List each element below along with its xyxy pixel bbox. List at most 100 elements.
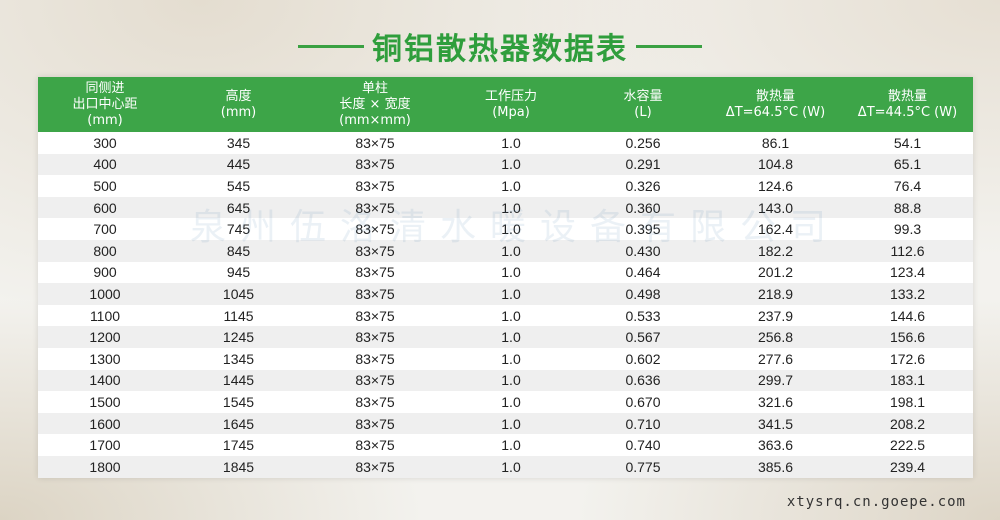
table-cell: 1045	[172, 283, 305, 305]
table-cell: 172.6	[842, 347, 973, 370]
column-header-1: 高度 (mm)	[172, 77, 305, 132]
table-row: 1800 1845 83×75 1.0 0.775 385.6 239.4	[38, 455, 973, 478]
table-cell: 83×75	[305, 261, 445, 284]
table-cell: 239.4	[842, 455, 973, 478]
table-cell: 1.0	[445, 412, 577, 435]
table-cell: 700	[38, 218, 172, 240]
column-header-line: 长度 × 宽度	[339, 96, 411, 112]
table-cell: 124.6	[709, 175, 842, 197]
table-cell: 0.256	[577, 132, 709, 154]
table-cell: 112.6	[842, 239, 973, 262]
table-cell: 1145	[172, 304, 305, 327]
table-cell: 1.0	[445, 175, 577, 197]
column-header-line: 散热量	[755, 88, 795, 104]
table-cell: 83×75	[305, 239, 445, 262]
column-header-3: 工作压力 (Mpa)	[445, 77, 577, 132]
table-row: 1300 1345 83×75 1.0 0.602 277.6 172.6	[38, 347, 973, 370]
table-cell: 0.395	[577, 218, 709, 240]
table-row: 1600 1645 83×75 1.0 0.710 341.5 208.2	[38, 412, 973, 435]
table-cell: 1500	[38, 391, 172, 413]
table-cell: 299.7	[709, 369, 842, 392]
table-cell: 1.0	[445, 304, 577, 327]
table-body: 300 345 83×75 1.0 0.256 86.1 54.1 400 445 83×75 1.…	[38, 132, 973, 478]
table-cell: 54.1	[842, 132, 973, 154]
table-cell: 237.9	[709, 304, 842, 327]
table-cell: 222.5	[842, 434, 973, 456]
table-cell: 1645	[172, 412, 305, 435]
table-cell: 123.4	[842, 261, 973, 284]
table-cell: 1.0	[445, 239, 577, 262]
table-cell: 1.0	[445, 369, 577, 392]
table-cell: 445	[172, 153, 305, 176]
table-row: 1700 1745 83×75 1.0 0.740 363.6 222.5	[38, 434, 973, 456]
table-cell: 385.6	[709, 455, 842, 478]
table-row: 1500 1545 83×75 1.0 0.670 321.6 198.1	[38, 391, 973, 413]
column-header-line: (mm)	[220, 104, 257, 120]
table-cell: 83×75	[305, 304, 445, 327]
table-cell: 0.740	[577, 434, 709, 456]
table-cell: 99.3	[842, 218, 973, 240]
table-cell: 1445	[172, 369, 305, 392]
table-row: 500 545 83×75 1.0 0.326 124.6 76.4	[38, 175, 973, 197]
table-cell: 83×75	[305, 412, 445, 435]
table-cell: 83×75	[305, 434, 445, 456]
table-cell: 198.1	[842, 391, 973, 413]
table-cell: 76.4	[842, 175, 973, 197]
table-cell: 1.0	[445, 153, 577, 176]
column-header-line: 出口中心距	[72, 96, 138, 112]
title-bar: 铜铝散热器数据表	[0, 24, 1000, 68]
table-cell: 0.464	[577, 261, 709, 284]
table-row: 400 445 83×75 1.0 0.291 104.8 65.1	[38, 153, 973, 176]
table-cell: 500	[38, 175, 172, 197]
table-cell: 83×75	[305, 153, 445, 176]
table-cell: 0.326	[577, 175, 709, 197]
table-cell: 65.1	[842, 153, 973, 176]
table-cell: 1.0	[445, 283, 577, 305]
table-cell: 363.6	[709, 434, 842, 456]
column-header-line: 水容量	[623, 88, 663, 104]
table-cell: 143.0	[709, 196, 842, 219]
table-row: 800 845 83×75 1.0 0.430 182.2 112.6	[38, 239, 973, 262]
column-header-0: 同侧进 出口中心距 (mm)	[38, 77, 172, 132]
column-header-2: 单柱 长度 × 宽度 (mm×mm)	[305, 77, 445, 132]
table-cell: 208.2	[842, 412, 973, 435]
table-cell: 645	[172, 196, 305, 219]
table-cell: 1.0	[445, 434, 577, 456]
table-cell: 0.775	[577, 455, 709, 478]
column-header-line: (mm)	[87, 112, 123, 128]
table-row: 1400 1445 83×75 1.0 0.636 299.7 183.1	[38, 369, 973, 392]
table-header-row: 同侧进 出口中心距 (mm) 高度 (mm) 单柱 长度 × 宽度 (mm×mm) 工作压力 (M…	[38, 77, 973, 132]
table-cell: 345	[172, 132, 305, 154]
table-cell: 133.2	[842, 283, 973, 305]
table-cell: 745	[172, 218, 305, 240]
table-cell: 1.0	[445, 347, 577, 370]
table-cell: 256.8	[709, 326, 842, 348]
table-cell: 1.0	[445, 326, 577, 348]
column-header-line: 同侧进	[85, 80, 125, 96]
table-row: 1000 1045 83×75 1.0 0.498 218.9 133.2	[38, 283, 973, 305]
table-cell: 83×75	[305, 196, 445, 219]
table-cell: 1345	[172, 347, 305, 370]
page-title: 铜铝散热器数据表	[372, 32, 628, 67]
table-row: 600 645 83×75 1.0 0.360 143.0 88.8	[38, 196, 973, 219]
table-cell: 1745	[172, 434, 305, 456]
table-cell: 86.1	[709, 132, 842, 154]
table-cell: 88.8	[842, 196, 973, 219]
table-cell: 0.710	[577, 412, 709, 435]
table-cell: 277.6	[709, 347, 842, 370]
table-cell: 321.6	[709, 391, 842, 413]
table-cell: 1400	[38, 369, 172, 392]
table-cell: 183.1	[842, 369, 973, 392]
column-header-line: 散热量	[887, 88, 927, 104]
table-cell: 1000	[38, 283, 172, 305]
table-cell: 83×75	[305, 326, 445, 348]
table-cell: 300	[38, 132, 172, 154]
column-header-line: (Mpa)	[492, 104, 530, 120]
table-cell: 218.9	[709, 283, 842, 305]
table-cell: 0.291	[577, 153, 709, 176]
table-cell: 83×75	[305, 391, 445, 413]
column-header-line: 高度	[225, 88, 252, 104]
table-cell: 83×75	[305, 132, 445, 154]
table-cell: 156.6	[842, 326, 973, 348]
column-header-line: (L)	[634, 104, 652, 120]
